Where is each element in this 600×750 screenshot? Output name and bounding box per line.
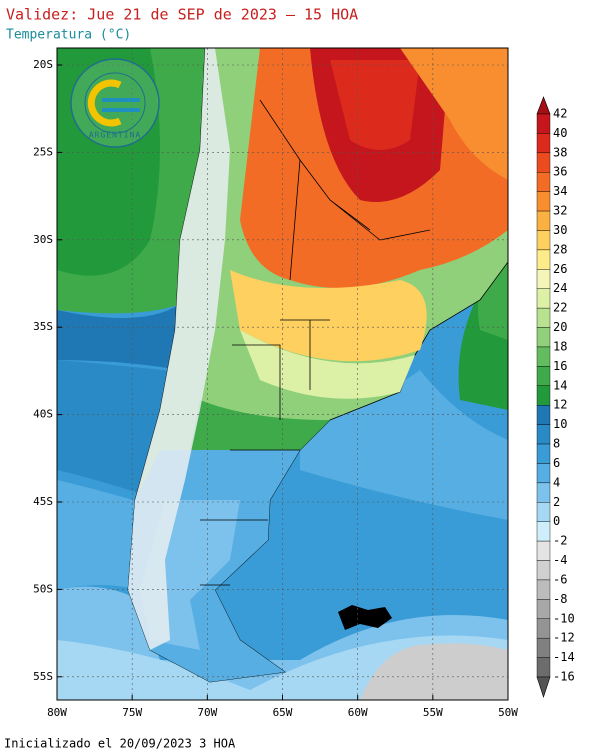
colorbar-band — [536, 230, 551, 251]
colorbar-band — [536, 385, 551, 406]
colorbar-band — [536, 540, 551, 561]
colorbar-label: 0 — [553, 514, 560, 528]
colorbar-label: 6 — [553, 456, 560, 470]
colorbar-band — [536, 191, 551, 212]
logo-text: ARGENTINA — [89, 131, 141, 140]
colorbar-label: 8 — [553, 437, 560, 451]
colorbar-band — [536, 463, 551, 484]
lon-label: 50W — [498, 706, 518, 719]
colorbar-label: 16 — [553, 359, 567, 373]
lon-label: 70W — [197, 706, 217, 719]
colorbar-band — [536, 210, 551, 231]
colorbar-band — [536, 502, 551, 522]
colorbar-band — [536, 618, 551, 639]
temperature-field — [57, 48, 508, 700]
colorbar-label: 30 — [553, 223, 567, 237]
colorbar-label: 28 — [553, 242, 567, 256]
colorbar-label: 14 — [553, 378, 567, 392]
colorbar-band — [536, 443, 551, 464]
lat-label: 30S — [33, 233, 53, 246]
colorbar-label: 38 — [553, 145, 567, 159]
title: Validez: Jue 21 de SEP de 2023 — 15 HOA — [6, 6, 358, 24]
colorbar-label: 42 — [553, 107, 567, 121]
colorbar-band — [536, 599, 551, 619]
lat-label: 35S — [33, 320, 53, 333]
colorbar-band — [536, 172, 551, 192]
colorbar-band — [536, 113, 551, 134]
colorbar-top — [536, 96, 551, 115]
footer: Inicializado el 20/09/2023 3 HOA — [4, 737, 236, 750]
colorbar-label: -8 — [553, 592, 567, 606]
colorbar-band — [536, 405, 551, 425]
lon-label: 55W — [423, 706, 443, 719]
colorbar-label: 26 — [553, 262, 567, 276]
subtitle: Temperatura (°C) — [6, 28, 131, 43]
colorbar-band — [536, 307, 551, 328]
colorbar-band — [536, 327, 551, 348]
colorbar-band — [536, 560, 551, 581]
colorbar-band — [536, 482, 551, 503]
lon-label: 65W — [273, 706, 293, 719]
lat-label: 40S — [33, 408, 53, 421]
colorbar-label: 10 — [553, 417, 567, 431]
colorbar-label: -10 — [553, 611, 575, 625]
colorbar-label: 22 — [553, 301, 567, 315]
lat-label: 20S — [33, 58, 53, 71]
colorbar-band — [536, 269, 551, 289]
lat-label: 50S — [33, 582, 53, 595]
colorbar-label: -6 — [553, 572, 567, 586]
lat-label: 45S — [33, 495, 53, 508]
colorbar-label: 40 — [553, 126, 567, 140]
colorbar-label: -14 — [553, 650, 575, 664]
lat-label: 25S — [33, 145, 53, 158]
colorbar-label: 4 — [553, 475, 560, 489]
colorbar-label: 18 — [553, 339, 567, 353]
colorbar-label: -16 — [553, 670, 575, 684]
colorbar-band — [536, 657, 551, 678]
colorbar-band — [536, 346, 551, 367]
colorbar-band — [536, 637, 551, 658]
colorbar-band — [536, 249, 551, 270]
logo: ARGENTINA — [70, 58, 160, 148]
colorbar-band — [536, 288, 551, 309]
colorbar-label: 32 — [553, 204, 567, 218]
lat-label: 55S — [33, 670, 53, 683]
colorbar-band — [536, 133, 551, 154]
colorbar-label: 2 — [553, 495, 560, 509]
colorbar-band — [536, 152, 551, 173]
colorbar-label: 20 — [553, 320, 567, 334]
colorbar-band — [536, 366, 551, 386]
lon-label: 80W — [47, 706, 67, 719]
colorbar-band — [536, 521, 551, 542]
colorbar-band — [536, 424, 551, 445]
colorbar-label: -2 — [553, 534, 567, 548]
lon-label: 75W — [122, 706, 142, 719]
colorbar-band — [536, 579, 551, 600]
colorbar-label: 24 — [553, 281, 567, 295]
colorbar-label: -4 — [553, 553, 567, 567]
colorbar-label: -12 — [553, 631, 575, 645]
lon-label: 60W — [348, 706, 368, 719]
colorbar-label: 12 — [553, 398, 567, 412]
colorbar-label: 34 — [553, 184, 567, 198]
colorbar-label: 36 — [553, 165, 567, 179]
colorbar-bottom — [536, 676, 551, 698]
